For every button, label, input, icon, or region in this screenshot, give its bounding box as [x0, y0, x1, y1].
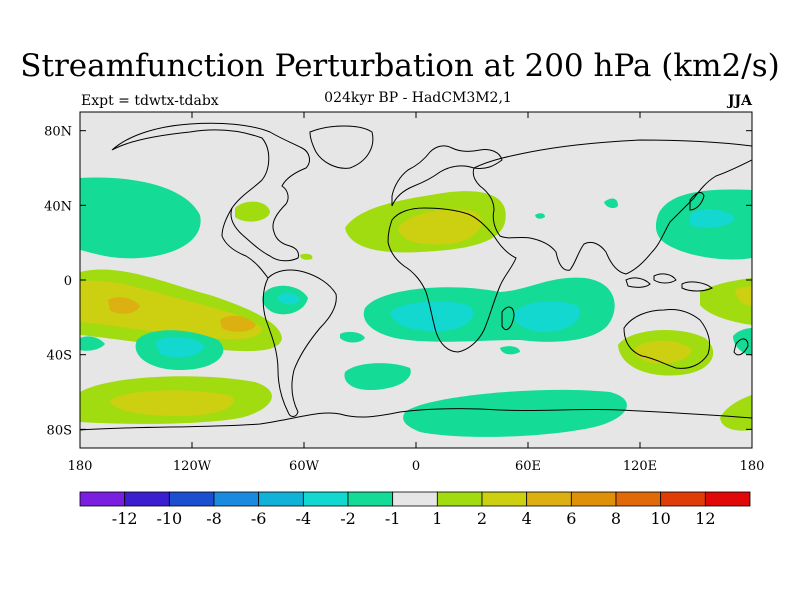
colorbar-labels: -12 -10 -8 -6 -4 -2 -1 1 2 4 6 8 10 12 [112, 509, 716, 528]
contour-region [278, 292, 300, 305]
season-label: JJA [727, 93, 752, 109]
colorbar-swatch [570, 491, 617, 507]
contour-region [340, 331, 365, 343]
colorbar-swatch [615, 491, 662, 507]
colorbar-swatch [302, 491, 349, 507]
coast-indonesia-2 [653, 273, 677, 284]
coast-new-guinea [681, 281, 713, 292]
contour-region [155, 337, 205, 358]
colorbar-swatch [481, 491, 528, 507]
colorbar-label: 10 [650, 509, 670, 528]
contour-region [300, 253, 313, 260]
contour-region [690, 208, 735, 228]
colorbar-label: -10 [156, 509, 182, 528]
map-plot-area [79, 111, 753, 449]
contour-region [235, 201, 270, 222]
coast-new-zealand [733, 338, 749, 356]
colorbar-swatch [258, 491, 304, 507]
colorbar-swatch [436, 491, 483, 507]
colorbar-label: 12 [695, 509, 715, 528]
coast-australia [623, 309, 711, 369]
x-tick-label: 0 [412, 459, 420, 474]
contour-region [220, 315, 256, 332]
coast-asia [472, 139, 752, 275]
contour-region [403, 389, 627, 437]
chart-subtitle: 024kyr BP - HadCM3M2,1 [324, 90, 512, 106]
colorbar-swatch [213, 491, 260, 507]
coast-south-america [262, 269, 337, 417]
contour-region [514, 301, 580, 332]
coast-antarctica [80, 408, 752, 431]
y-tick-label: 80N [44, 125, 72, 140]
contour-region [720, 395, 752, 431]
colorbar-swatch [168, 491, 215, 507]
colorbar-label: -4 [296, 509, 312, 528]
colorbar-label: -2 [340, 509, 356, 528]
coast-north-america [111, 122, 310, 262]
colorbar-swatch [392, 491, 438, 507]
colorbar-label: 4 [522, 509, 532, 528]
x-tick-label: 60E [515, 459, 541, 474]
contour-region [80, 336, 105, 351]
coast-japan [689, 192, 705, 211]
y-tick-label: 0 [64, 274, 72, 289]
x-tick-label: 120E [623, 459, 657, 474]
x-tick-label: 120W [173, 459, 212, 474]
axis-ticks [79, 112, 753, 448]
contour-region [735, 286, 752, 306]
colorbar-label: -8 [206, 509, 222, 528]
colorbar-label: 8 [611, 509, 621, 528]
x-tick-label: 60W [289, 459, 320, 474]
coast-africa [387, 207, 517, 353]
coast-greenland [309, 125, 374, 169]
chart-title: Streamfunction Perturbation at 200 hPa (… [20, 48, 780, 84]
contour-region [398, 209, 482, 245]
axis-tick-labels: 180 120W 60W 0 60E 120E 180 80N 40N 0 40S 80S [44, 125, 764, 474]
anomaly-contours [80, 177, 752, 437]
contour-region [80, 280, 262, 340]
contour-region [108, 297, 140, 314]
colorbar-swatch [124, 491, 170, 507]
coast-central-america [221, 207, 269, 279]
x-tick-label: 180 [740, 459, 765, 474]
colorbar-label: -12 [112, 509, 138, 528]
colorbar-swatch [660, 491, 706, 507]
colorbar-label: 2 [477, 509, 487, 528]
contour-region [110, 390, 234, 416]
contour-region [80, 177, 201, 259]
colorbar-swatch [704, 491, 751, 507]
experiment-label: Expt = tdwtx-tdabx [81, 93, 219, 109]
contour-region [733, 328, 752, 356]
contour-region [535, 213, 545, 219]
colorbar-swatch [526, 491, 572, 507]
colorbar-label: -1 [385, 509, 401, 528]
colorbar [79, 491, 751, 507]
x-tick-label: 180 [68, 459, 93, 474]
contour-region [344, 363, 411, 390]
y-tick-label: 80S [47, 423, 72, 438]
colorbar-label: 6 [566, 509, 576, 528]
colorbar-swatch [347, 491, 394, 507]
coast-madagascar [501, 306, 515, 331]
y-tick-label: 40S [47, 349, 72, 364]
colorbar-label: 1 [432, 509, 442, 528]
coast-europe [391, 145, 503, 207]
contour-region [390, 301, 474, 332]
coastlines [80, 122, 752, 431]
contour-region [500, 346, 520, 355]
y-tick-label: 40N [44, 199, 72, 214]
contour-region [604, 198, 618, 209]
coast-indonesia-1 [625, 277, 651, 288]
colorbar-label: -6 [251, 509, 267, 528]
colorbar-swatch [79, 491, 126, 507]
